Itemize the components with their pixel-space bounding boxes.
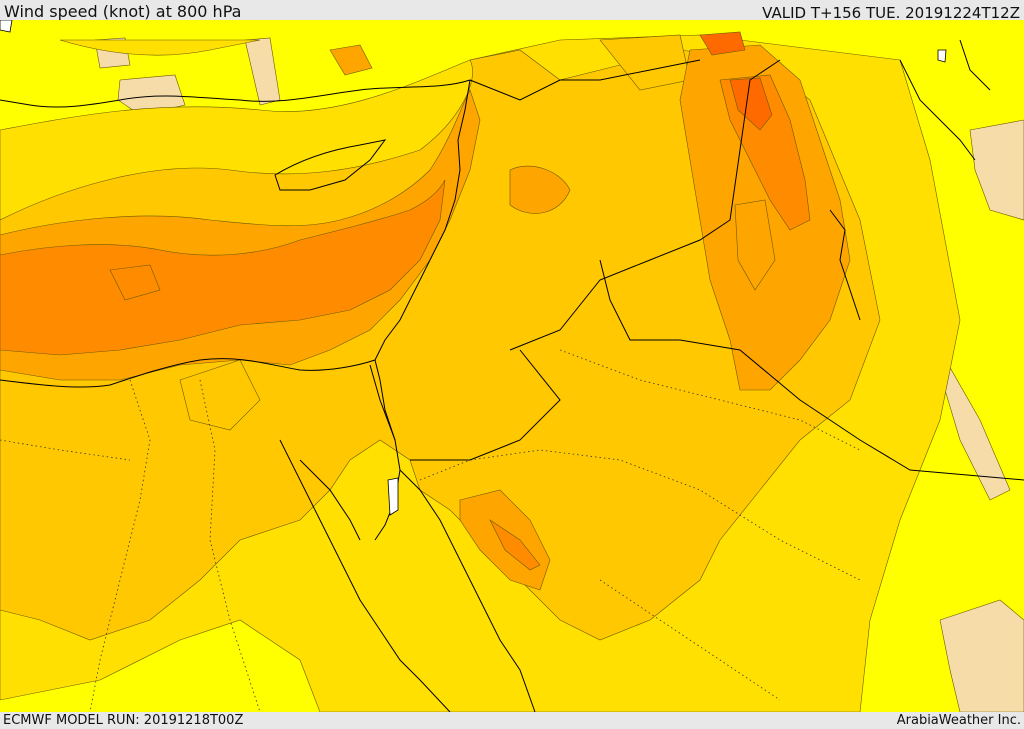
map-title: Wind speed (knot) at 800 hPa	[4, 2, 242, 21]
header-bar: Wind speed (knot) at 800 hPa VALID T+156…	[0, 0, 1024, 22]
credit: ArabiaWeather Inc.	[896, 713, 1021, 728]
footer-bar: ECMWF MODEL RUN: 20191218T00Z ArabiaWeat…	[0, 712, 1024, 729]
political-dotted-lines	[0, 349, 861, 712]
coastlines	[0, 39, 1024, 712]
band-light-orange	[0, 34, 881, 641]
model-run: ECMWF MODEL RUN: 20191218T00Z	[3, 713, 244, 728]
water-bodies	[0, 20, 947, 516]
wind-speed-map	[0, 20, 1024, 712]
valid-time: VALID T+156 TUE. 20191224T12Z	[762, 4, 1020, 22]
band-deep-orange	[699, 31, 773, 131]
band-pale-patches	[94, 37, 1024, 712]
